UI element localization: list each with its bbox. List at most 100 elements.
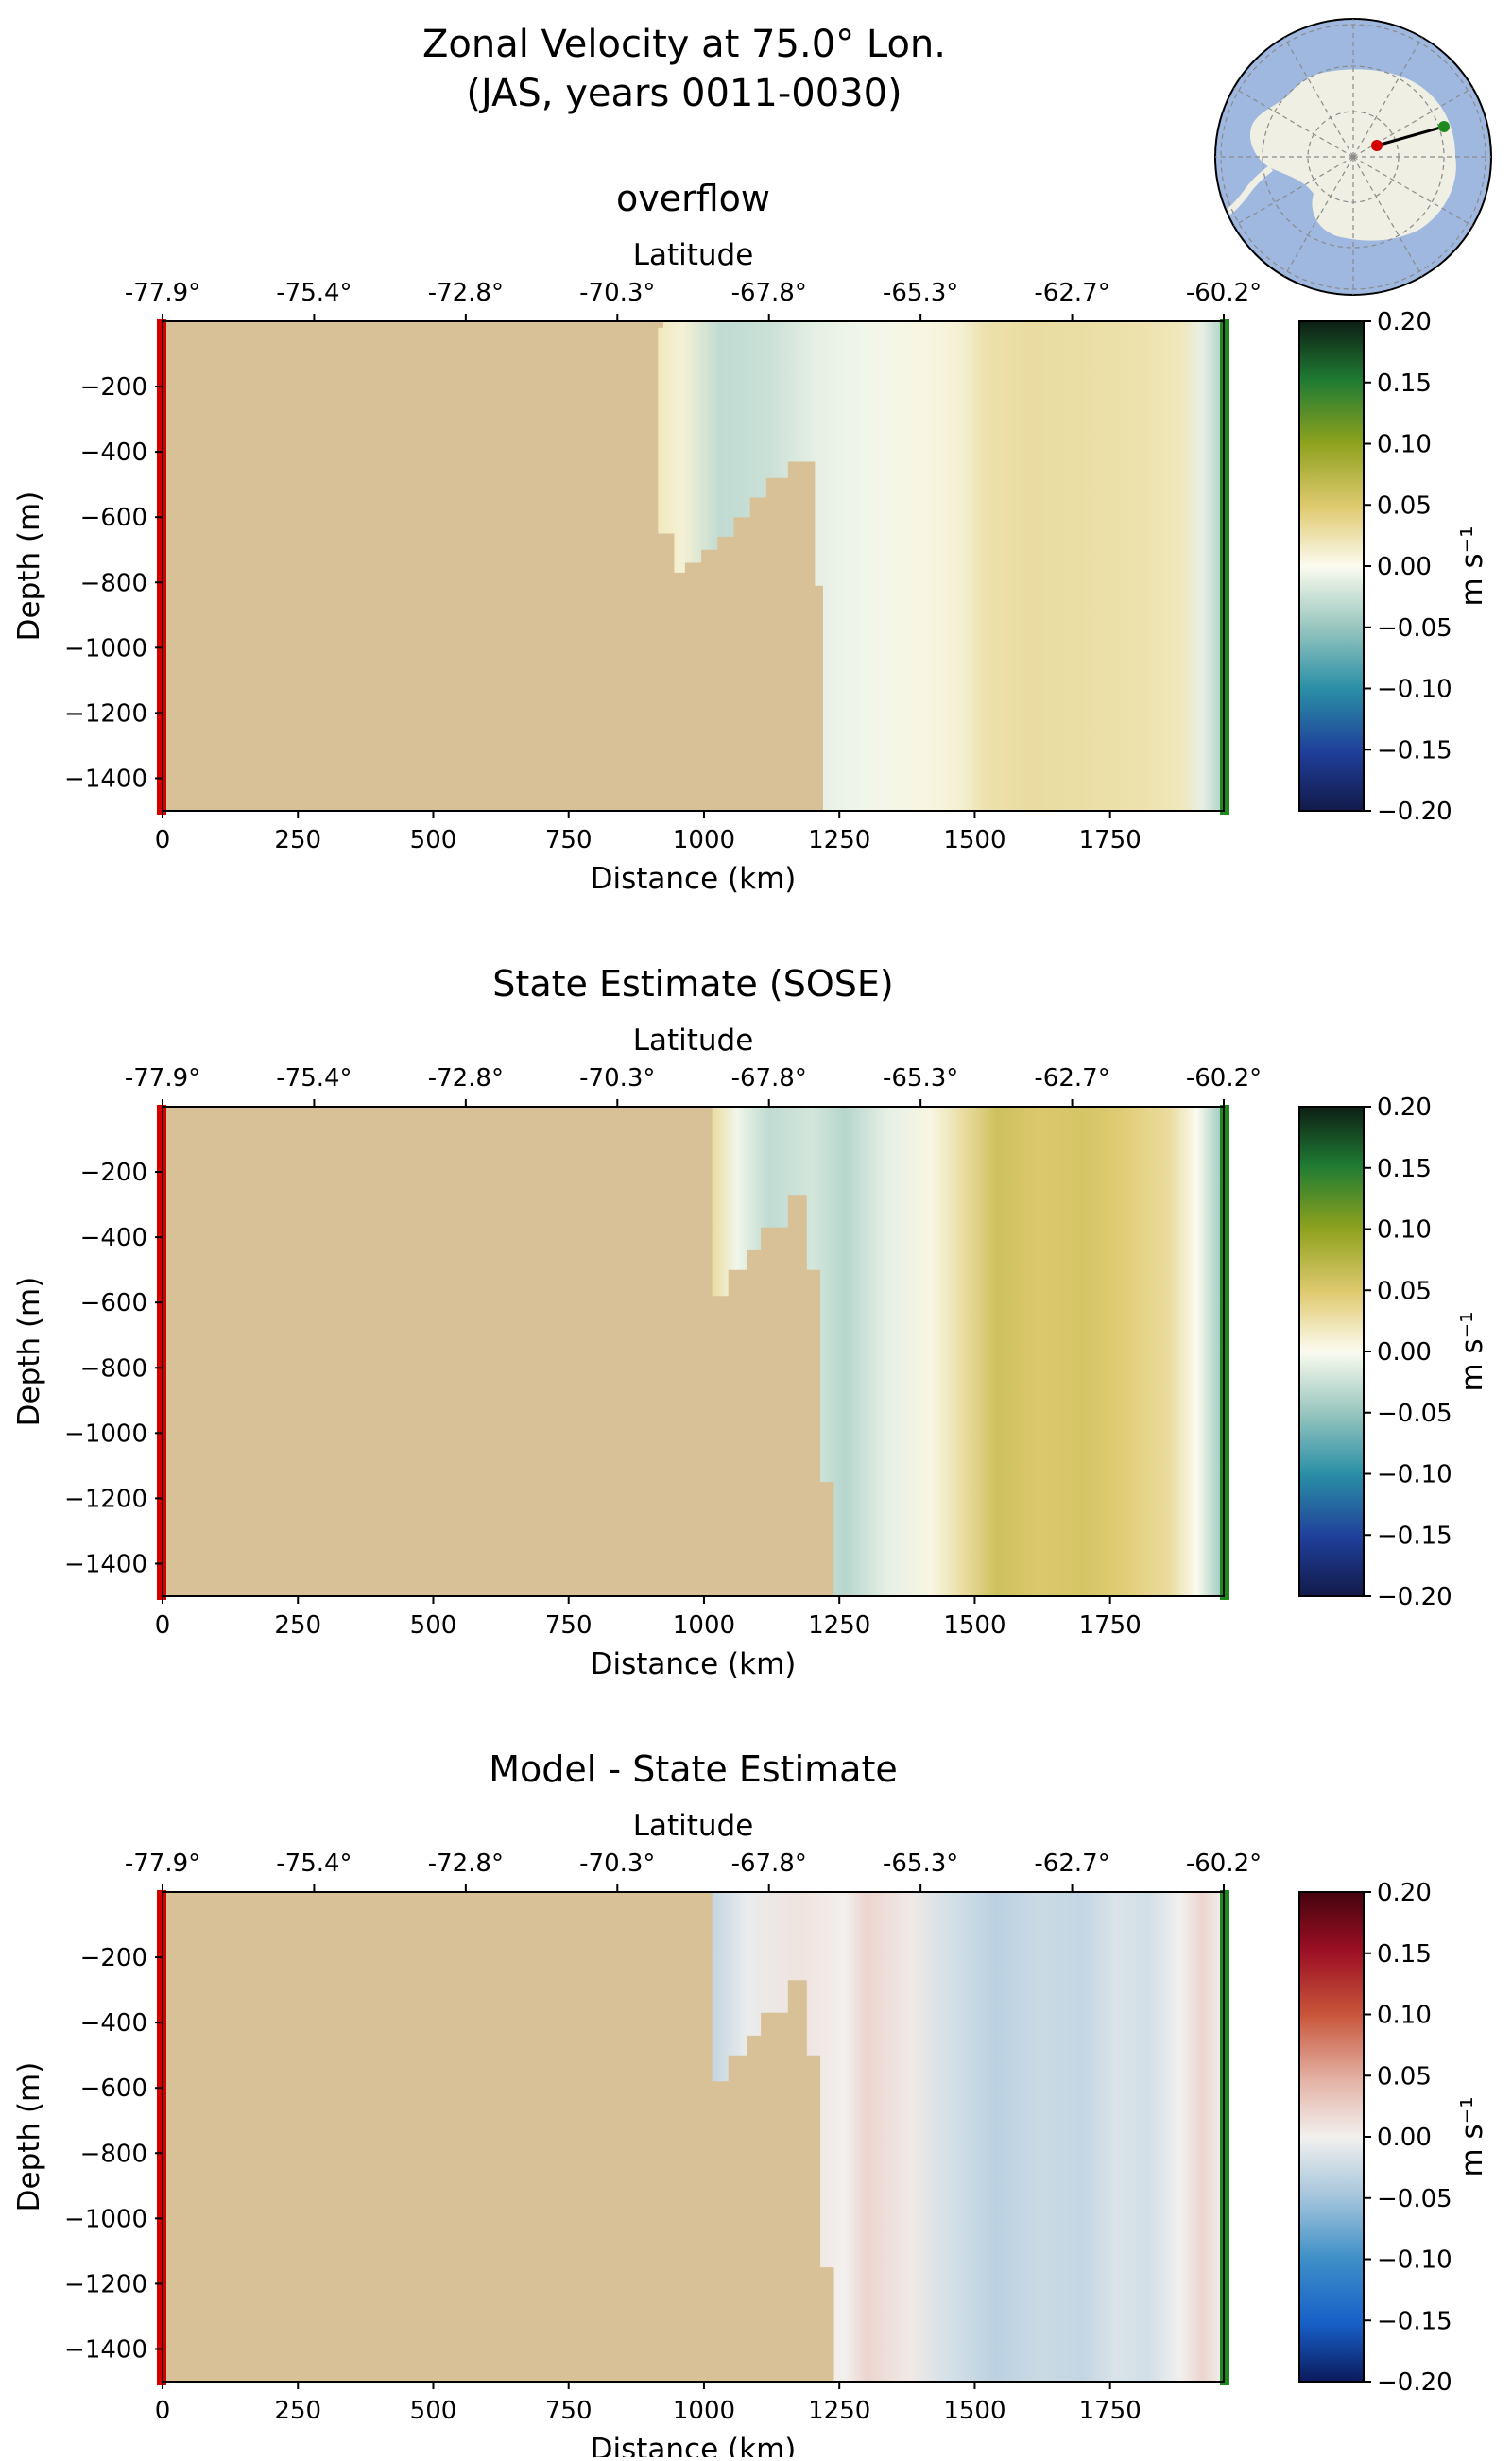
globe-meridian <box>1283 156 1354 277</box>
latitude-tick-label: -67.8° <box>731 1064 807 1093</box>
y-tick-label: −600 <box>80 2074 147 2103</box>
colorbar-tick-label: −0.10 <box>1377 676 1452 704</box>
colorbar-tick-label: 0.15 <box>1377 1940 1432 1969</box>
antarctic-peninsula <box>1226 165 1274 215</box>
x-axis-title: Distance (km) <box>591 862 797 896</box>
colorbar-tick-label: 0.15 <box>1377 1155 1432 1183</box>
globe-latitude-circle <box>1262 65 1445 249</box>
x-tick-label: 1250 <box>808 826 870 854</box>
y-tick-label: −400 <box>80 2009 147 2038</box>
colorbar-tick-label: −0.10 <box>1377 2246 1452 2275</box>
colorbar-tick-label: −0.20 <box>1377 2368 1452 2397</box>
colorbar-tick-label: 0.10 <box>1377 431 1432 459</box>
colorbar <box>1299 1107 1364 1596</box>
panels-container: overflow Latitude 0 250 500 750 1000 1250 1500 17… <box>12 178 1489 2461</box>
x-tick-label: 1750 <box>1079 826 1142 854</box>
x-tick-label: 750 <box>545 826 593 854</box>
y-tick-label: −1000 <box>64 2205 147 2233</box>
x-tick-label: 1000 <box>673 1611 735 1640</box>
colorbar-tick-label: 0.10 <box>1377 2002 1432 2030</box>
latitude-tick-label: -72.8° <box>428 279 504 307</box>
x-axis-title: Distance (km) <box>591 1647 797 1681</box>
axes-frame <box>162 1891 1225 2383</box>
section-start-point <box>1371 140 1383 151</box>
section-line <box>1376 125 1445 147</box>
colorbar-tick-label: 0.20 <box>1377 1879 1432 1907</box>
latitude-axis-title: Latitude <box>633 1024 754 1058</box>
x-tick-label: 0 <box>155 826 171 854</box>
latitude-tick-label: -62.7° <box>1034 279 1109 307</box>
latitude-tick-label: -77.9° <box>125 1850 200 1878</box>
y-tick-label: −600 <box>80 504 147 532</box>
latitude-tick-label: -60.2° <box>1186 279 1262 307</box>
y-axis-title: Depth (m) <box>12 491 46 642</box>
x-tick-label: 500 <box>410 1611 457 1640</box>
land-mask <box>163 321 823 811</box>
y-tick-label: −400 <box>80 1224 147 1252</box>
latitude-tick-label: -72.8° <box>428 1064 504 1093</box>
latitude-tick-label: -75.4° <box>276 1064 352 1093</box>
latitude-tick-label: -77.9° <box>125 279 200 307</box>
y-tick-label: −1000 <box>64 1420 147 1448</box>
x-tick-label: 250 <box>274 826 321 854</box>
colorbar-tick-label: −0.20 <box>1377 1583 1452 1611</box>
y-tick-label: −1400 <box>64 765 147 793</box>
inset-locator-map <box>1214 18 1492 296</box>
x-axis-title: Distance (km) <box>591 2433 797 2457</box>
globe-meridian <box>1352 37 1423 158</box>
globe-meridian <box>1233 156 1354 227</box>
latitude-axis-title: Latitude <box>633 238 754 272</box>
figure-title-line1: Zonal Velocity at 75.0° Lon. <box>422 23 946 66</box>
colorbar-tick-label: −0.15 <box>1377 2307 1452 2335</box>
colorbar-tick-label: 0.00 <box>1377 553 1432 581</box>
colorbar-tick-label: −0.05 <box>1377 1400 1452 1428</box>
latitude-tick-label: -75.4° <box>276 1850 352 1878</box>
y-tick-label: −1200 <box>64 2270 147 2298</box>
panel-2: State Estimate (SOSE) Latitude 0 250 500 750 1… <box>12 963 1489 1681</box>
latitude-tick-label: -62.7° <box>1034 1064 1109 1093</box>
colorbar-tick-label: 0.15 <box>1377 370 1432 398</box>
x-tick-label: 250 <box>274 2397 321 2425</box>
x-tick-label: 250 <box>274 1611 321 1640</box>
latitude-tick-label: -62.7° <box>1034 1850 1109 1878</box>
y-tick-label: −200 <box>80 1159 147 1187</box>
colorbar-tick-label: 0.10 <box>1377 1216 1432 1245</box>
latitude-tick-label: -70.3° <box>579 1064 655 1093</box>
globe-meridian <box>1352 87 1473 158</box>
latitude-tick-label: -67.8° <box>731 1850 807 1878</box>
x-tick-label: 1500 <box>943 826 1005 854</box>
globe-meridian <box>1233 87 1354 158</box>
x-tick-label: 1750 <box>1079 1611 1142 1640</box>
y-tick-label: −1200 <box>64 699 147 728</box>
figure-title-line2: (JAS, years 0011-0030) <box>466 72 902 115</box>
x-tick-label: 0 <box>155 1611 171 1640</box>
latitude-tick-label: -65.3° <box>883 1064 958 1093</box>
colorbar-tick-label: 0.05 <box>1377 1277 1432 1305</box>
colorbar-label: m s⁻¹ <box>1455 2097 1489 2177</box>
panel-3: Model - State Estimate Latitude 0 250 500 750… <box>12 1748 1489 2461</box>
y-tick-label: −1200 <box>64 1485 147 1513</box>
y-tick-label: −200 <box>80 373 147 402</box>
colorbar-label: m s⁻¹ <box>1455 1312 1489 1392</box>
y-tick-label: −200 <box>80 1944 147 1972</box>
globe-meridian <box>1283 37 1354 158</box>
y-axis-title: Depth (m) <box>12 2062 46 2212</box>
x-tick-label: 1000 <box>673 2397 735 2425</box>
latitude-tick-label: -70.3° <box>579 279 655 307</box>
y-axis-title: Depth (m) <box>12 1277 46 1427</box>
colorbar-tick-label: −0.10 <box>1377 1461 1452 1489</box>
colorbar-label: m s⁻¹ <box>1455 526 1489 607</box>
y-tick-label: −600 <box>80 1289 147 1317</box>
panel-title: State Estimate (SOSE) <box>492 963 893 1005</box>
latitude-tick-label: -75.4° <box>276 279 352 307</box>
y-tick-label: −1400 <box>64 2335 147 2364</box>
colorbar-tick-label: 0.05 <box>1377 2062 1432 2091</box>
globe-meridian <box>1352 156 1473 227</box>
x-tick-label: 750 <box>545 2397 593 2425</box>
latitude-tick-label: -77.9° <box>125 1064 200 1093</box>
section-end-point <box>1438 121 1450 132</box>
axes-frame <box>162 1106 1225 1597</box>
y-tick-label: −800 <box>80 569 147 597</box>
land-mask <box>163 1892 834 2382</box>
